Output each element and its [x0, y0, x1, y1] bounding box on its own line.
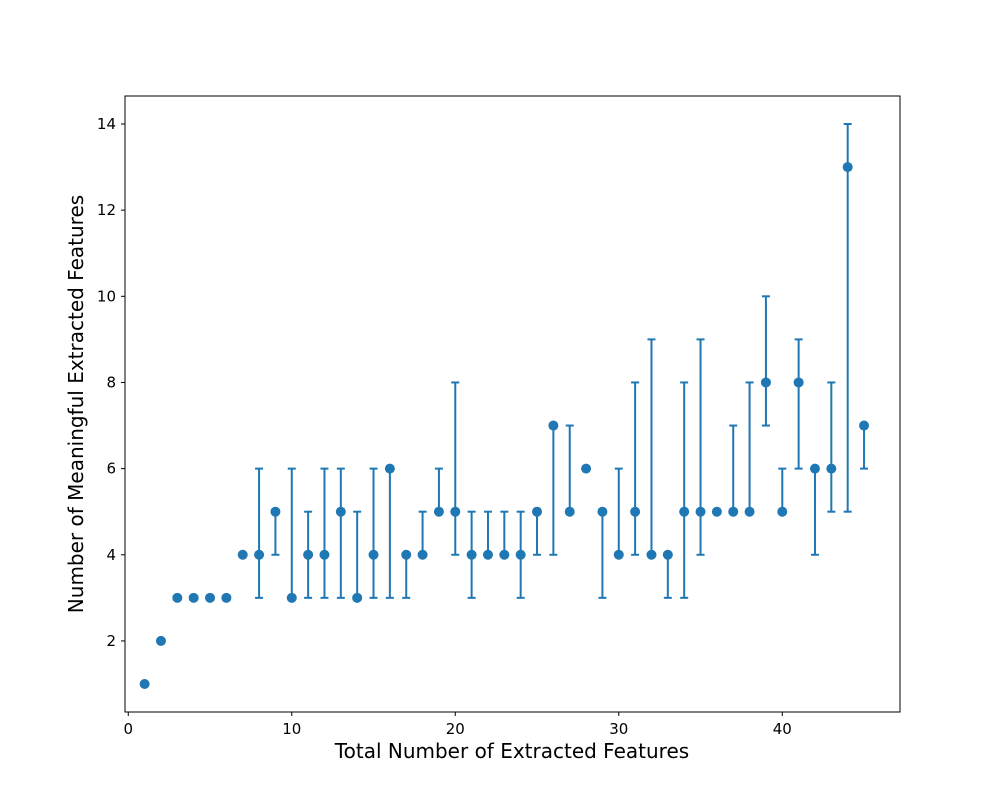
- data-point: [205, 592, 216, 603]
- y-tick-label: 2: [106, 632, 116, 650]
- x-tick-label: 20: [446, 720, 465, 738]
- error-bar: [320, 467, 329, 599]
- error-bar: [336, 467, 345, 599]
- data-point: [499, 549, 510, 560]
- data-point: [335, 506, 346, 517]
- error-bar: [680, 381, 689, 599]
- y-tick-label: 4: [106, 546, 116, 564]
- data-point: [433, 506, 444, 517]
- data-point: [270, 506, 281, 517]
- data-point: [139, 679, 150, 689]
- y-tick-label: 6: [106, 460, 116, 478]
- data-point: [564, 506, 575, 517]
- x-tick-label: 0: [123, 720, 133, 738]
- error-bar: [369, 467, 378, 599]
- y-tick-label: 14: [97, 115, 116, 133]
- error-bar: [647, 338, 656, 556]
- error-bar: [794, 338, 803, 470]
- y-axis-ticks: 2 4 6 8 10 12 14: [97, 115, 125, 650]
- error-bar: [778, 467, 787, 513]
- data-point: [188, 592, 199, 603]
- data-point: [384, 463, 395, 474]
- data-point: [237, 549, 248, 560]
- data-point: [695, 506, 706, 517]
- data-point: [744, 506, 755, 517]
- data-point: [303, 549, 314, 560]
- data-point: [254, 549, 265, 560]
- data-point: [630, 506, 641, 517]
- data-point: [466, 549, 477, 560]
- error-bar: [745, 381, 754, 513]
- error-bar: [500, 510, 509, 556]
- data-point: [728, 506, 739, 517]
- error-bar: [614, 467, 623, 556]
- error-bar: [418, 510, 427, 556]
- y-axis-label: Number of Meaningful Extracted Features: [64, 195, 88, 613]
- data-point: [760, 377, 771, 388]
- error-bar: [533, 510, 542, 556]
- error-bar: [451, 381, 460, 556]
- x-tick-label: 30: [609, 720, 628, 738]
- data-point: [842, 162, 853, 173]
- error-bar: [598, 510, 607, 599]
- data-point: [597, 506, 608, 517]
- data-point: [826, 463, 837, 474]
- data-point: [859, 420, 870, 431]
- error-bar: [271, 510, 280, 556]
- error-bar: [729, 424, 738, 513]
- data-point: [221, 592, 232, 603]
- error-bar: [287, 467, 296, 599]
- x-tick-label: 40: [773, 720, 792, 738]
- error-bar: [483, 510, 492, 556]
- error-bar: [549, 424, 558, 556]
- data-point: [809, 463, 820, 474]
- error-bars-group: [255, 123, 869, 599]
- data-point: [613, 549, 624, 560]
- error-bar: [255, 467, 264, 599]
- data-point: [286, 592, 297, 603]
- data-point: [646, 549, 657, 560]
- data-point: [581, 463, 592, 474]
- x-tick-label: 10: [282, 720, 301, 738]
- data-point: [319, 549, 330, 560]
- data-point: [515, 549, 526, 560]
- y-tick-label: 12: [97, 201, 116, 219]
- x-axis-label: Total Number of Extracted Features: [334, 739, 689, 763]
- error-bar: [810, 467, 819, 556]
- error-bar: [860, 424, 869, 470]
- error-bar: [631, 381, 640, 556]
- error-bar: [434, 467, 443, 513]
- data-point: [417, 549, 428, 560]
- plot-area-frame: [124, 95, 901, 713]
- data-point: [450, 506, 461, 517]
- data-point: [679, 506, 690, 517]
- error-bar: [761, 295, 770, 427]
- data-point: [662, 549, 673, 560]
- data-point: [711, 506, 722, 517]
- data-point: [155, 635, 166, 646]
- data-point: [172, 592, 183, 603]
- data-points-group: [139, 162, 870, 689]
- error-bar: [565, 424, 574, 513]
- error-bar: [843, 123, 852, 513]
- data-point: [352, 592, 363, 603]
- data-point: [401, 549, 412, 560]
- data-point: [368, 549, 379, 560]
- data-point: [777, 506, 788, 517]
- error-bar: [385, 467, 394, 599]
- error-bar: [402, 553, 411, 599]
- x-axis-ticks: 0 10 20 30 40: [123, 712, 792, 738]
- data-point: [482, 549, 493, 560]
- y-tick-label: 8: [106, 373, 116, 391]
- data-point: [793, 377, 804, 388]
- error-bar: [353, 510, 362, 599]
- data-point: [548, 420, 559, 431]
- error-bar: [827, 381, 836, 513]
- error-bar: [696, 338, 705, 556]
- y-tick-label: 10: [97, 287, 116, 305]
- data-point: [532, 506, 543, 517]
- error-bar: [663, 553, 672, 599]
